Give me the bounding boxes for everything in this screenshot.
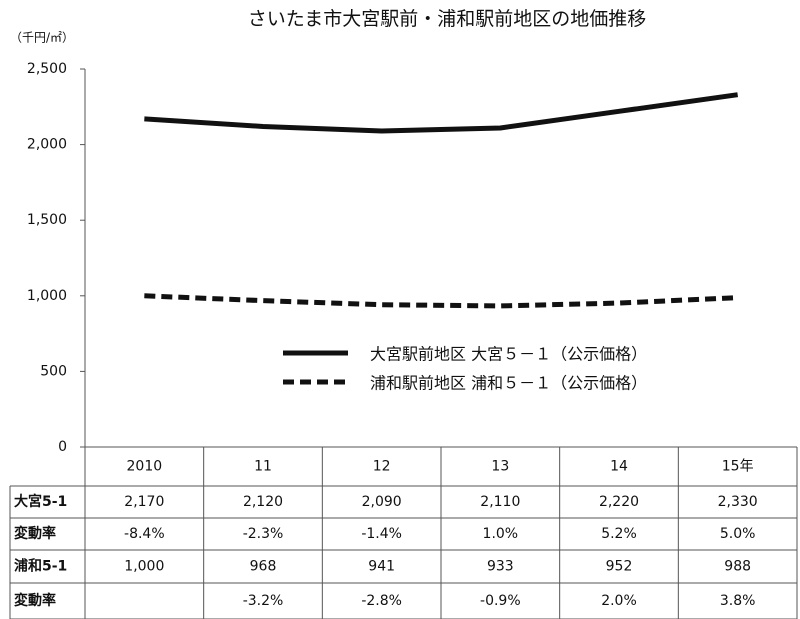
value-label: 2,330 [718, 494, 758, 510]
y-tick-label: 1,500 [27, 212, 67, 228]
legend-label: 浦和駅前地区 浦和５－１（公示価格） [370, 374, 647, 393]
series-line [144, 92, 739, 134]
value-label: 988 [724, 559, 751, 575]
change-rate: -3.2% [243, 593, 284, 609]
row-label: 浦和5-1 [14, 558, 67, 575]
x-tick-label: 11 [254, 459, 272, 475]
value-label: 2,090 [362, 494, 402, 510]
value-label: 1,000 [124, 559, 164, 575]
change-rate: -2.3% [243, 526, 284, 542]
change-rate: 2.0% [601, 593, 637, 609]
chart-title: さいたま市大宮駅前・浦和駅前地区の地価推移 [248, 8, 646, 30]
change-rate: -0.9% [480, 593, 521, 609]
legend-label: 大宮駅前地区 大宮５－１（公示価格） [370, 345, 647, 364]
y-tick-label: 2,500 [27, 61, 67, 77]
y-unit: （千円/㎡） [10, 31, 74, 45]
value-label: 2,110 [480, 494, 520, 510]
y-tick-label: 2,000 [27, 137, 67, 153]
y-tick-label: 500 [40, 363, 67, 379]
x-tick-label: 13 [491, 459, 509, 475]
change-rate: 5.2% [601, 526, 637, 542]
y-tick-label: 1,000 [27, 288, 67, 304]
row-label: 変動率 [14, 525, 56, 542]
value-label: 2,120 [243, 494, 283, 510]
change-rate: 3.8% [720, 593, 756, 609]
change-rate: -8.4% [124, 526, 165, 542]
x-tick-label: 2010 [127, 459, 163, 475]
value-label: 2,170 [124, 494, 164, 510]
change-rate: 1.0% [483, 526, 519, 542]
change-rate: -2.8% [361, 593, 402, 609]
row-label: 変動率 [14, 592, 56, 609]
value-label: 933 [487, 559, 514, 575]
series-line [144, 293, 738, 309]
x-tick-label: 15年 [722, 459, 754, 475]
y-tick-label: 0 [58, 439, 67, 455]
row-label: 大宮5-1 [14, 493, 67, 510]
value-label: 952 [606, 559, 633, 575]
value-label: 2,220 [599, 494, 639, 510]
change-rate: -1.4% [361, 526, 402, 542]
change-rate: 5.0% [720, 526, 756, 542]
x-tick-label: 14 [610, 459, 628, 475]
value-label: 968 [250, 559, 277, 575]
value-label: 941 [368, 559, 395, 575]
x-tick-label: 12 [373, 459, 391, 475]
